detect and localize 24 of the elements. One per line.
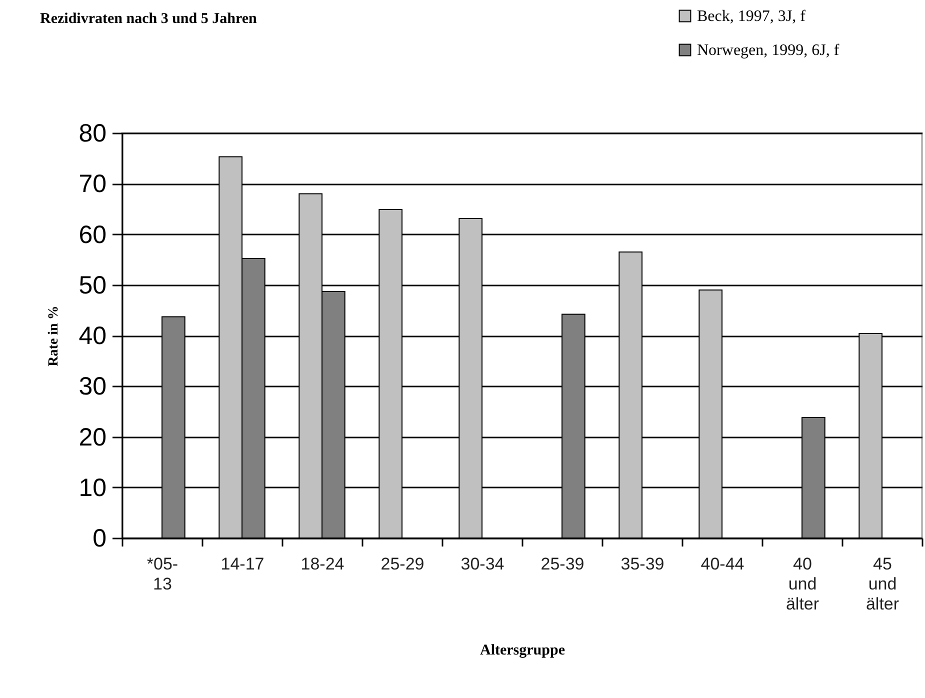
x-tick-label: 25-29 [380, 554, 424, 574]
x-tick-label: 30-34 [460, 554, 504, 574]
legend-label: Norwegen, 1999, 6J, f [697, 42, 840, 59]
y-tick-label: 10 [78, 474, 106, 502]
x-tick-label: 35-39 [620, 554, 664, 574]
x-tick-label: 40 und älter [786, 554, 820, 614]
y-tick-label: 40 [78, 322, 106, 350]
y-tick-label: 60 [78, 220, 106, 249]
y-tick-label: 50 [78, 271, 106, 300]
x-tick-label: 45 und älter [866, 554, 900, 614]
y-tick-label: 80 [78, 120, 106, 148]
x-tick-label: 18-24 [300, 554, 344, 574]
x-tick-label: 14-17 [220, 554, 264, 574]
x-tick-label: 40-44 [700, 554, 744, 574]
y-tick-label: 0 [92, 524, 106, 552]
legend-label: Beck, 1997, 3J, f [697, 8, 806, 25]
chart-title: Rezidivraten nach 3 und 5 Jahren [40, 11, 258, 27]
y-tick-label: 20 [78, 423, 106, 452]
y-tick-label: 70 [78, 170, 106, 198]
x-tick-label: 25-39 [540, 554, 584, 574]
x-tick-label: *05-13 [146, 554, 178, 594]
y-tick-label: 30 [78, 372, 106, 401]
x-axis-title: Altersgruppe [480, 642, 566, 658]
y-axis-title: Rate in % [46, 306, 62, 366]
